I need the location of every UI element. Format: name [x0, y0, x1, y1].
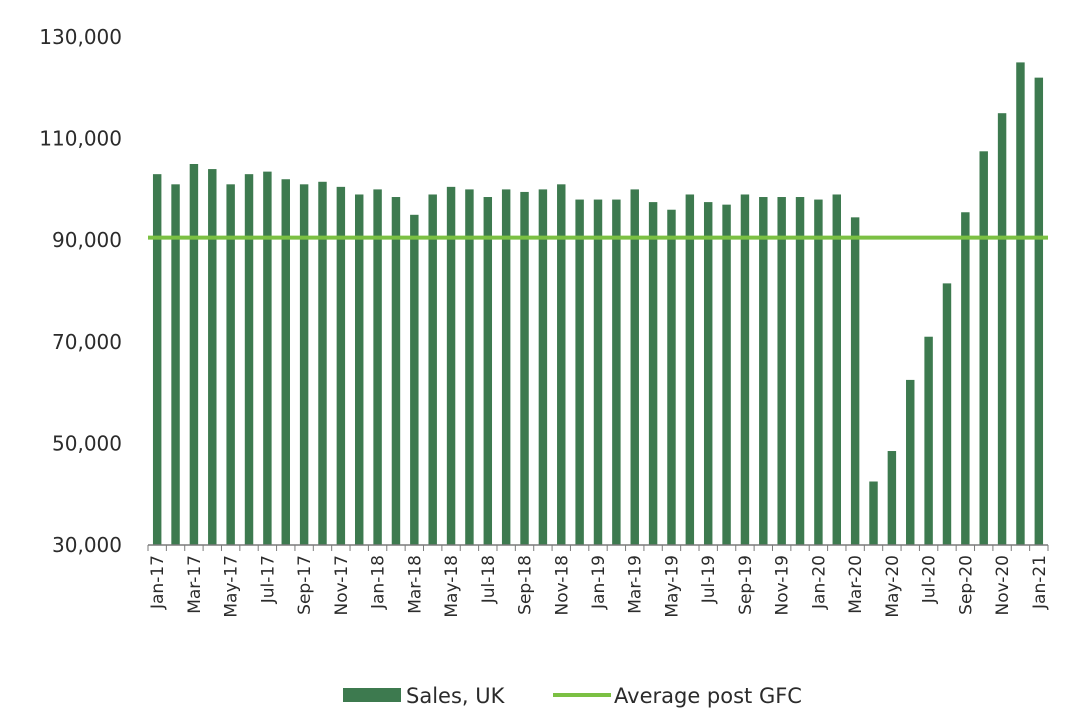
bar-apr-19 — [648, 202, 658, 545]
legend-label-sales-uk: Sales, UK — [406, 684, 506, 708]
x-tick-label: May-18 — [442, 555, 462, 618]
bar-may-19 — [667, 209, 676, 545]
bar-jul-17 — [263, 171, 272, 545]
x-tick-label: Sep-18 — [516, 555, 536, 615]
bar-nov-18 — [557, 184, 566, 545]
bar-sep-18 — [520, 191, 529, 545]
bar-apr-17 — [208, 169, 217, 545]
x-tick-label: Nov-17 — [332, 555, 352, 616]
x-axis-ticks: Jan-17 Mar-17 May-17 Jul-17 Sep-17 Nov-17 Jan-… — [147, 545, 1050, 618]
x-tick-label: Jan-17 — [148, 555, 168, 610]
legend-label-average-post-gfc: Average post GFC — [614, 684, 802, 708]
y-tick-label: 130,000 — [39, 25, 122, 49]
bar-aug-19 — [722, 204, 731, 545]
x-tick-label: Jul-18 — [479, 555, 499, 604]
x-tick-label: Jan-19 — [589, 555, 609, 610]
bar-jun-17 — [244, 174, 254, 545]
x-tick-label: Jan-21 — [1030, 555, 1050, 610]
x-tick-label: Jan-20 — [809, 555, 829, 610]
x-tick-label: Sep-17 — [295, 555, 315, 615]
bar-feb-19 — [612, 199, 621, 545]
bar-jun-19 — [685, 194, 695, 546]
bar-feb-18 — [391, 197, 401, 545]
x-tick-label: Sep-20 — [956, 555, 976, 615]
bar-mar-17 — [189, 164, 199, 545]
bar-sep-17 — [299, 184, 309, 545]
bar-jan-20 — [814, 199, 823, 545]
bar-jan-18 — [373, 189, 382, 545]
bar-nov-19 — [777, 197, 786, 545]
bar-dec-20 — [1016, 62, 1025, 546]
x-tick-label: Nov-20 — [993, 555, 1013, 616]
bar-jul-20 — [924, 336, 933, 545]
y-axis-ticks: 30,000 50,000 70,000 90,000 110,000 130,000 — [39, 25, 122, 557]
bar-nov-20 — [997, 113, 1007, 545]
bar-oct-19 — [759, 197, 768, 545]
x-tick-label: Nov-19 — [773, 555, 793, 616]
y-tick-label: 30,000 — [52, 533, 122, 557]
y-tick-label: 90,000 — [52, 228, 122, 252]
bar-aug-17 — [281, 179, 290, 546]
bar-mar-19 — [630, 189, 639, 545]
x-tick-label: Jan-18 — [369, 555, 389, 610]
bar-jun-18 — [465, 189, 474, 545]
x-tick-label: Mar-18 — [405, 555, 425, 614]
bar-may-17 — [226, 184, 235, 545]
bar-may-20 — [887, 451, 897, 545]
bar-dec-17 — [355, 194, 364, 546]
x-tick-label: Jul-20 — [920, 555, 940, 604]
bar-jan-21 — [1034, 77, 1044, 545]
bar-oct-18 — [538, 189, 548, 545]
bar-aug-20 — [942, 283, 952, 545]
legend-swatch-sales-uk — [343, 688, 401, 702]
y-tick-label: 110,000 — [39, 127, 122, 151]
bar-sep-19 — [740, 194, 750, 546]
bar-apr-20 — [869, 481, 878, 545]
bar-dec-19 — [795, 197, 805, 545]
x-tick-label: Mar-17 — [185, 555, 205, 614]
bar-jan-17 — [152, 174, 162, 545]
y-tick-label: 50,000 — [52, 431, 122, 455]
x-tick-label: May-17 — [222, 555, 242, 618]
bar-mar-18 — [410, 214, 419, 546]
bar-jul-18 — [483, 197, 493, 545]
bar-aug-18 — [501, 189, 511, 545]
x-tick-label: Nov-18 — [552, 555, 572, 616]
x-tick-label: May-20 — [883, 555, 903, 618]
bar-oct-17 — [318, 181, 327, 545]
bar-apr-18 — [428, 194, 437, 546]
bar-nov-17 — [336, 186, 346, 546]
bar-sep-20 — [961, 212, 970, 545]
legend: Sales, UK Average post GFC — [343, 684, 802, 708]
y-tick-label: 70,000 — [52, 330, 122, 354]
bar-jan-19 — [593, 199, 603, 545]
bar-may-18 — [446, 186, 456, 546]
x-tick-label: May-19 — [662, 555, 682, 618]
x-tick-label: Mar-19 — [626, 555, 646, 614]
bar-feb-17 — [171, 184, 180, 545]
bar-feb-20 — [832, 194, 841, 546]
bar-jul-19 — [703, 202, 713, 545]
bar-jun-20 — [906, 379, 915, 545]
bar-series-sales-uk — [152, 62, 1044, 546]
bar-mar-20 — [850, 217, 860, 545]
x-tick-label: Jul-17 — [258, 555, 278, 604]
x-tick-label: Jul-19 — [699, 555, 719, 604]
x-tick-label: Sep-19 — [736, 555, 756, 615]
x-tick-label: Mar-20 — [846, 555, 866, 614]
bar-oct-20 — [979, 151, 988, 546]
bar-dec-18 — [575, 199, 584, 545]
